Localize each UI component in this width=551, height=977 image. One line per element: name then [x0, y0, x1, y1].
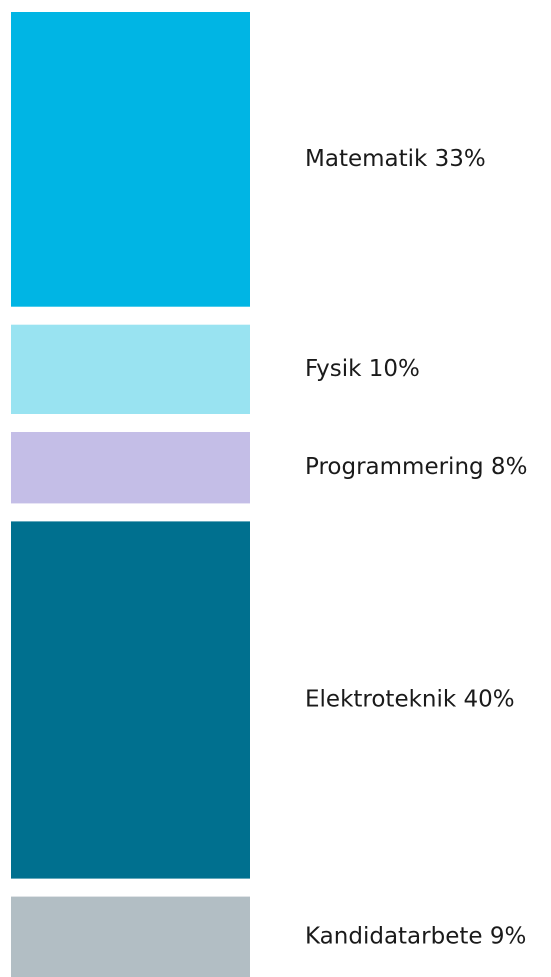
bar-group	[11, 12, 250, 977]
label-programmering: Programmering 8%	[305, 454, 527, 480]
bar-fysik	[11, 325, 250, 414]
bar-matematik	[11, 12, 250, 307]
label-elektroteknik: Elektroteknik 40%	[305, 687, 515, 713]
label-fysik: Fysik 10%	[305, 356, 420, 382]
bar-kandidatarbete	[11, 897, 250, 977]
label-kandidatarbete: Kandidatarbete 9%	[305, 923, 526, 949]
bar-elektroteknik	[11, 521, 250, 878]
label-matematik: Matematik 33%	[305, 146, 486, 172]
bar-programmering	[11, 432, 250, 503]
label-group: Matematik 33% Fysik 10% Programmering 8% El…	[305, 146, 527, 950]
